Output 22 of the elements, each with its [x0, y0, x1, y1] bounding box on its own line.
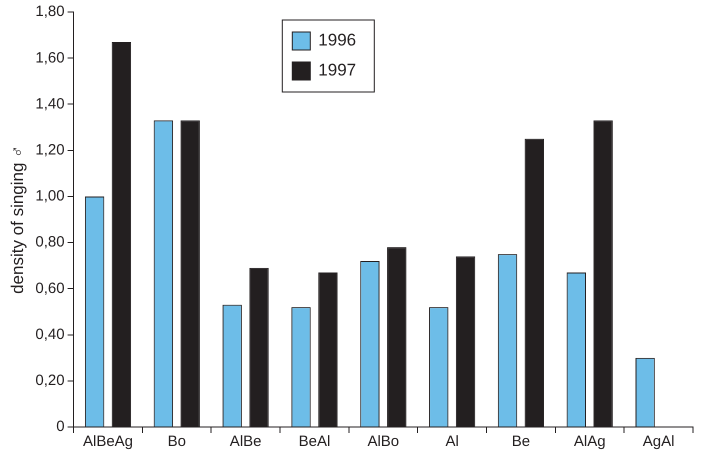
x-tick-label: AlBeAg [82, 433, 134, 450]
y-tick-label: 0,60 [35, 280, 65, 297]
y-axis-title: density of singing ♂ [8, 145, 27, 294]
legend-label: 1997 [318, 60, 356, 80]
y-tick-label: 0 [56, 418, 65, 436]
x-tick-label: AlAg [574, 433, 606, 450]
y-tick-label: 1,40 [35, 95, 65, 112]
x-tick-label: Be [512, 433, 530, 450]
y-tick-label: 1,80 [35, 3, 65, 20]
y-tick-label: 1,20 [35, 141, 65, 158]
x-tick-label: AlBo [367, 433, 400, 450]
y-tick-label: 1,60 [35, 49, 65, 66]
x-tick-label: AlBe [230, 433, 262, 450]
legend-label: 1996 [318, 30, 356, 50]
x-tick-label: AgAl [642, 433, 674, 450]
x-tick-label: Al [445, 433, 459, 450]
y-tick-label: 1,00 [35, 188, 65, 205]
x-tick-label: Bo [168, 433, 186, 450]
y-tick-label: 0,20 [35, 372, 65, 390]
x-tick-label: BeAl [298, 433, 330, 450]
y-tick-label: 0,40 [35, 326, 65, 343]
y-tick-label: 0,80 [35, 234, 65, 251]
